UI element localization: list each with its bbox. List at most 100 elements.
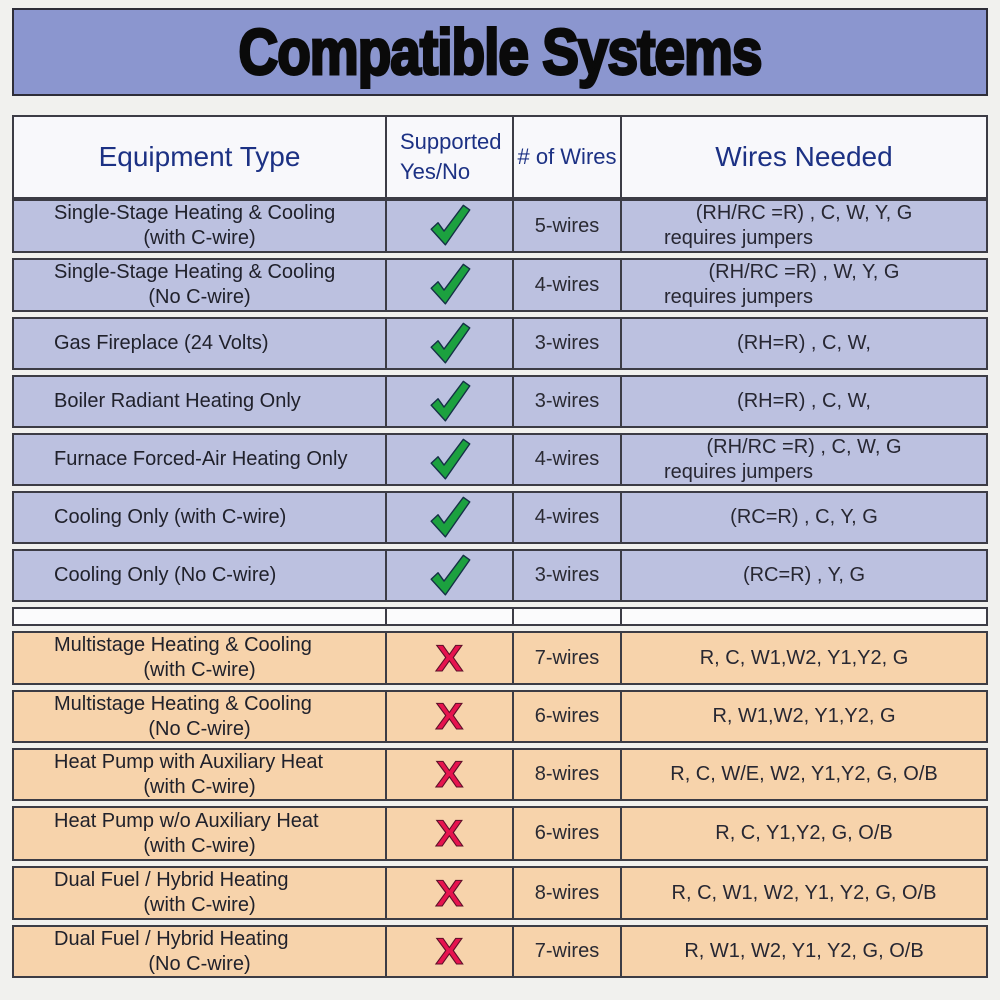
equipment-line1: Boiler Radiant Heating Only xyxy=(54,390,301,412)
wire-count-cell: 6-wires xyxy=(514,692,622,741)
spacer-cell xyxy=(14,609,387,624)
equipment-line1: Multistage Heating & Cooling xyxy=(54,692,312,715)
wires-line1: R, C, W/E, W2, Y1,Y2, G, O/B xyxy=(670,763,938,785)
wire-count: 3-wires xyxy=(534,390,600,412)
supported-cell: X xyxy=(387,692,514,741)
header-supported-line1: Supported xyxy=(400,129,502,154)
wires-needed-cell: R, C, Y1,Y2, G, O/B xyxy=(622,808,986,859)
wires-line1: (RC=R) , Y, G xyxy=(742,564,866,586)
table-row: Cooling Only (with C-wire) 4-wires (RC=R… xyxy=(12,491,988,544)
wires-line2: requires jumpers xyxy=(664,286,813,308)
equipment-line2: (No C-wire) xyxy=(148,286,251,308)
wires-line1: (RH/RC =R) , W, Y, G xyxy=(708,261,900,283)
wire-count: 4-wires xyxy=(534,506,600,528)
wires-needed-cell: R, C, W1, W2, Y1, Y2, G, O/B xyxy=(622,868,986,918)
page-title: Compatible Systems xyxy=(237,15,764,90)
wires-needed-cell: R, C, W/E, W2, Y1,Y2, G, O/B xyxy=(622,750,986,799)
equipment-line1: Single-Stage Heating & Cooling xyxy=(54,202,336,224)
wire-count: 4-wires xyxy=(534,448,600,470)
table-header-row: Equipment Type Supported Yes/No # of Wir… xyxy=(12,115,988,199)
equipment-line1: Gas Fireplace (24 Volts) xyxy=(54,332,269,354)
equipment-line1: Multistage Heating & Cooling xyxy=(54,634,312,656)
table-row: Furnace Forced-Air Heating Only 4-wires … xyxy=(12,433,988,486)
table-row: Heat Pump w/o Auxiliary Heat (with C-wir… xyxy=(12,806,988,861)
supported-cell: X xyxy=(387,633,514,683)
header-equipment-type-label: Equipment Type xyxy=(98,141,301,172)
wires-needed-cell: (RH=R) , C, W, xyxy=(622,319,986,368)
supported-cell xyxy=(387,377,514,426)
x-icon: X xyxy=(435,637,464,679)
table-row: Single-Stage Heating & Cooling (with C-w… xyxy=(12,199,988,253)
equipment-cell: Single-Stage Heating & Cooling (No C-wir… xyxy=(14,260,387,310)
equipment-line2: (with C-wire) xyxy=(143,834,256,857)
wire-count-cell: 4-wires xyxy=(514,260,622,310)
wire-count-cell: 3-wires xyxy=(514,319,622,368)
wire-count: 5-wires xyxy=(534,214,600,237)
equipment-cell: Furnace Forced-Air Heating Only xyxy=(14,435,387,484)
equipment-line2: (with C-wire) xyxy=(143,775,256,798)
equipment-cell: Multistage Heating & Cooling (No C-wire) xyxy=(14,692,387,741)
x-icon: X xyxy=(435,872,464,914)
equipment-cell: Dual Fuel / Hybrid Heating (with C-wire) xyxy=(14,868,387,918)
equipment-cell: Cooling Only (with C-wire) xyxy=(14,493,387,542)
equipment-line1: Heat Pump w/o Auxiliary Heat xyxy=(54,809,319,832)
wires-line1: R, W1,W2, Y1,Y2, G xyxy=(712,705,896,727)
supported-cell xyxy=(387,319,514,368)
table-row: Single-Stage Heating & Cooling (No C-wir… xyxy=(12,258,988,312)
spacer-cell xyxy=(514,609,622,624)
wires-line1: (RC=R) , C, Y, G xyxy=(730,506,878,528)
wires-needed-cell: (RC=R) , Y, G xyxy=(622,551,986,600)
supported-cell xyxy=(387,551,514,600)
equipment-cell: Multistage Heating & Cooling (with C-wir… xyxy=(14,633,387,683)
wires-line1: R, C, Y1,Y2, G, O/B xyxy=(715,822,893,844)
supported-cell xyxy=(387,435,514,484)
equipment-line2: (No C-wire) xyxy=(148,952,251,975)
wires-needed-cell: (RH/RC =R) , C, W, G requires jumpers xyxy=(622,435,986,484)
wire-count: 4-wires xyxy=(534,273,600,296)
wires-line1: R, C, W1, W2, Y1, Y2, G, O/B xyxy=(671,881,937,904)
wire-count: 8-wires xyxy=(534,881,600,904)
equipment-line1: Cooling Only (with C-wire) xyxy=(54,506,287,528)
table-row: Dual Fuel / Hybrid Heating (No C-wire) X… xyxy=(12,925,988,978)
equipment-cell: Single-Stage Heating & Cooling (with C-w… xyxy=(14,201,387,251)
equipment-cell: Heat Pump with Auxiliary Heat (with C-wi… xyxy=(14,750,387,799)
equipment-line2: (with C-wire) xyxy=(143,659,256,681)
wires-line1: R, C, W1,W2, Y1,Y2, G xyxy=(699,646,909,669)
equipment-line1: Single-Stage Heating & Cooling xyxy=(54,261,336,283)
wire-count-cell: 6-wires xyxy=(514,808,622,859)
supported-cell: X xyxy=(387,750,514,799)
spacer-cell xyxy=(387,609,514,624)
wires-needed-cell: R, C, W1,W2, Y1,Y2, G xyxy=(622,633,986,683)
wire-count: 7-wires xyxy=(534,940,600,962)
header-wire-count-label: # of Wires xyxy=(517,144,617,169)
equipment-line1: Cooling Only (No C-wire) xyxy=(54,564,277,586)
equipment-line1: Dual Fuel / Hybrid Heating xyxy=(54,869,289,891)
title-banner: Compatible Systems xyxy=(12,8,988,96)
wires-line1: (RH/RC =R) , C, W, Y, G xyxy=(695,202,913,224)
equipment-cell: Heat Pump w/o Auxiliary Heat (with C-wir… xyxy=(14,808,387,859)
wire-count: 3-wires xyxy=(534,332,600,354)
table-row: Gas Fireplace (24 Volts) 3-wires (RH=R) … xyxy=(12,317,988,370)
table-row: Multistage Heating & Cooling (with C-wir… xyxy=(12,631,988,685)
wire-count: 6-wires xyxy=(534,705,600,727)
wires-line1: (RH=R) , C, W, xyxy=(737,332,871,354)
equipment-line1: Dual Fuel / Hybrid Heating xyxy=(54,927,289,950)
check-icon xyxy=(429,496,470,538)
supported-cell: X xyxy=(387,808,514,859)
equipment-cell: Gas Fireplace (24 Volts) xyxy=(14,319,387,368)
equipment-cell: Boiler Radiant Heating Only xyxy=(14,377,387,426)
wire-count: 7-wires xyxy=(534,646,600,669)
wires-line1: (RH/RC =R) , C, W, G xyxy=(706,435,902,458)
equipment-line2: (No C-wire) xyxy=(148,717,251,740)
equipment-line2: (with C-wire) xyxy=(143,894,256,916)
header-supported-line2: Yes/No xyxy=(400,159,471,184)
wires-needed-cell: (RH/RC =R) , W, Y, G requires jumpers xyxy=(622,260,986,310)
x-icon: X xyxy=(435,754,464,795)
spacer-row xyxy=(12,607,988,626)
equipment-cell: Cooling Only (No C-wire) xyxy=(14,551,387,600)
table-row: Dual Fuel / Hybrid Heating (with C-wire)… xyxy=(12,866,988,920)
wire-count-cell: 3-wires xyxy=(514,551,622,600)
wires-needed-cell: (RH=R) , C, W, xyxy=(622,377,986,426)
wires-needed-cell: R, W1, W2, Y1, Y2, G, O/B xyxy=(622,927,986,976)
wires-line2: requires jumpers xyxy=(664,227,813,249)
